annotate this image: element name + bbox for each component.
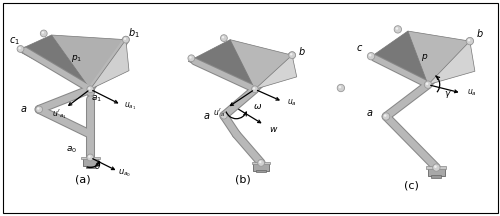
Text: (c): (c) xyxy=(404,180,418,190)
Text: $\gamma$: $\gamma$ xyxy=(444,89,452,100)
Circle shape xyxy=(259,161,262,163)
Circle shape xyxy=(220,35,228,41)
Bar xyxy=(86,166,95,168)
Circle shape xyxy=(17,46,24,52)
Circle shape xyxy=(88,87,90,90)
Circle shape xyxy=(394,26,402,33)
Bar xyxy=(254,163,269,171)
Polygon shape xyxy=(370,31,428,85)
Bar xyxy=(252,162,270,164)
Circle shape xyxy=(337,84,344,92)
Bar xyxy=(82,158,98,166)
Polygon shape xyxy=(90,40,129,89)
Text: $c$: $c$ xyxy=(356,43,363,53)
Polygon shape xyxy=(428,41,475,85)
Text: $c_1$: $c_1$ xyxy=(9,35,20,47)
Bar xyxy=(81,157,100,159)
Circle shape xyxy=(18,47,21,49)
Circle shape xyxy=(382,113,390,120)
Circle shape xyxy=(87,86,94,93)
Circle shape xyxy=(424,81,432,88)
Text: $u_{a_0}$: $u_{a_0}$ xyxy=(118,167,131,179)
Circle shape xyxy=(338,86,342,88)
Circle shape xyxy=(384,114,386,117)
Text: $b$: $b$ xyxy=(298,44,306,57)
Bar xyxy=(432,175,442,178)
Polygon shape xyxy=(408,31,470,85)
Polygon shape xyxy=(188,40,255,89)
Circle shape xyxy=(122,36,130,43)
Text: $b_1$: $b_1$ xyxy=(128,27,140,40)
Circle shape xyxy=(36,106,43,113)
Polygon shape xyxy=(18,35,90,89)
Text: (b): (b) xyxy=(234,174,250,184)
Polygon shape xyxy=(52,35,126,89)
Text: $a$: $a$ xyxy=(203,111,210,121)
Text: $p$: $p$ xyxy=(421,52,428,63)
Circle shape xyxy=(124,38,126,40)
Circle shape xyxy=(220,112,228,119)
Polygon shape xyxy=(230,40,292,89)
Text: (a): (a) xyxy=(74,174,90,184)
Text: $\theta$: $\theta$ xyxy=(94,160,102,171)
Text: $u_{a_1}$: $u_{a_1}$ xyxy=(124,100,136,112)
Circle shape xyxy=(288,52,296,59)
Text: $p_1$: $p_1$ xyxy=(70,53,82,64)
Circle shape xyxy=(188,55,195,62)
Text: $\omega$: $\omega$ xyxy=(254,102,262,111)
Text: $a$: $a$ xyxy=(366,108,373,118)
Circle shape xyxy=(396,27,398,30)
Circle shape xyxy=(252,86,258,93)
Circle shape xyxy=(368,52,374,60)
Circle shape xyxy=(468,39,470,41)
Circle shape xyxy=(42,31,44,34)
Circle shape xyxy=(466,37,473,45)
Text: $a$: $a$ xyxy=(20,104,28,114)
Circle shape xyxy=(369,54,372,57)
Circle shape xyxy=(432,164,440,171)
Text: $a_0$: $a_0$ xyxy=(66,145,77,155)
Circle shape xyxy=(222,114,224,116)
Bar xyxy=(256,170,266,172)
Circle shape xyxy=(434,165,436,168)
Circle shape xyxy=(222,36,224,38)
Text: $b$: $b$ xyxy=(476,27,484,39)
Circle shape xyxy=(426,83,428,85)
Bar xyxy=(428,168,445,176)
Circle shape xyxy=(88,156,90,158)
Circle shape xyxy=(253,87,255,90)
Text: $u_a$: $u_a$ xyxy=(287,98,297,108)
Text: $a_1$: $a_1$ xyxy=(91,93,102,104)
Circle shape xyxy=(258,159,264,166)
Circle shape xyxy=(87,154,94,161)
Text: $u'_{a_1}$: $u'_{a_1}$ xyxy=(52,107,66,121)
Bar xyxy=(426,166,446,169)
Circle shape xyxy=(40,30,47,37)
Circle shape xyxy=(37,107,40,110)
Circle shape xyxy=(290,53,292,56)
Text: $u_a$: $u_a$ xyxy=(466,88,476,98)
Text: $w$: $w$ xyxy=(269,125,278,134)
Text: $u'_a$: $u'_a$ xyxy=(214,106,225,119)
Polygon shape xyxy=(255,55,297,89)
Circle shape xyxy=(190,56,192,59)
